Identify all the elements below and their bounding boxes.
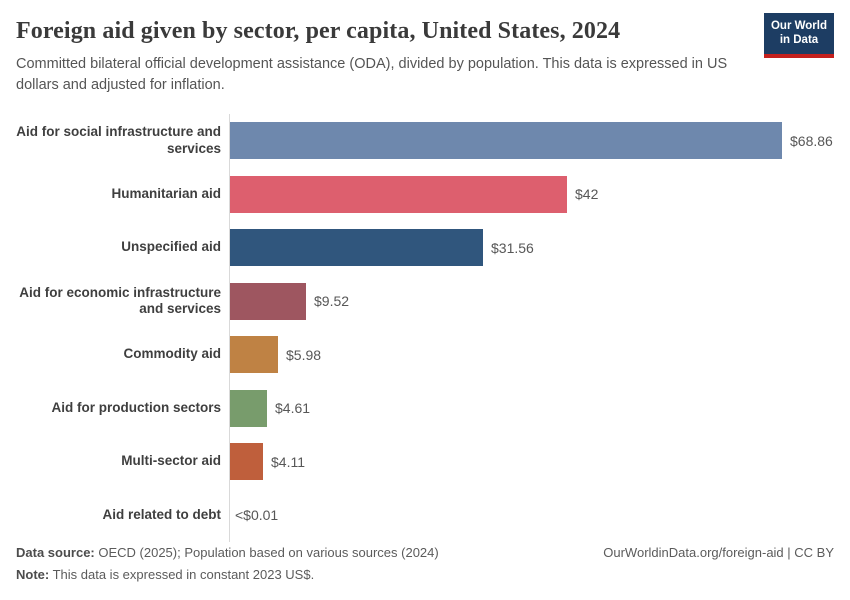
bar-track: $5.98 [229, 328, 834, 382]
data-source-text: OECD (2025); Population based on various… [94, 544, 439, 560]
bar-value-label: $68.86 [790, 132, 833, 149]
bar-value-label: $5.98 [286, 346, 322, 363]
chart-row: Unspecified aid $31.56 [16, 221, 834, 275]
bar-value-label: $31.56 [491, 239, 534, 256]
bar[interactable] [230, 443, 263, 481]
bar-value-label: <$0.01 [235, 507, 279, 524]
category-label: Aid related to debt [102, 506, 221, 522]
category-label: Unspecified aid [121, 239, 221, 255]
category-label: Multi-sector aid [121, 453, 221, 469]
bar[interactable] [230, 389, 267, 427]
bar[interactable] [230, 229, 483, 267]
bar-track: $42 [229, 167, 834, 222]
bar[interactable] [230, 336, 278, 374]
bar-track: $68.86 [229, 114, 834, 168]
bar-value-label: $42 [575, 186, 599, 203]
header: Foreign aid given by sector, per capita,… [16, 13, 834, 95]
bar-track: $31.56 [229, 221, 834, 275]
data-source-line: Data source: OECD (2025); Population bas… [16, 542, 439, 564]
bar-value-label: $9.52 [314, 293, 350, 310]
page-subtitle: Committed bilateral official development… [16, 56, 728, 93]
owid-citation-link[interactable]: OurWorldinData.org/foreign-aid | CC BY [603, 544, 834, 560]
bar[interactable] [230, 122, 782, 160]
bar-value-label: $4.11 [271, 453, 305, 470]
bar-chart: Aid for social infrastructure and servic… [16, 114, 834, 543]
chart-row: Commodity aid $5.98 [16, 328, 834, 382]
category-label: Aid for social infrastructure and servic… [16, 124, 221, 156]
category-label: Commodity aid [123, 346, 221, 362]
category-label: Aid for economic infrastructure and serv… [19, 284, 221, 317]
owid-logo: Our World in Data [764, 13, 834, 58]
category-label: Aid for production sectors [51, 399, 221, 415]
bar[interactable] [230, 175, 567, 213]
note-label: Note: [16, 566, 50, 582]
owid-logo-line2: in Data [779, 33, 819, 46]
bar[interactable] [230, 282, 306, 320]
owid-logo-line1: Our World [770, 20, 827, 32]
note-text: This data is expressed in constant 2023 … [49, 566, 315, 582]
footer-source-note: Data source: OECD (2025); Population bas… [16, 542, 439, 586]
bar-value-label: $4.61 [275, 400, 311, 417]
bar-track: $4.11 [229, 435, 834, 489]
chart-row: Multi-sector aid $4.11 [16, 435, 834, 489]
page-title: Foreign aid given by sector, per capita,… [16, 18, 621, 44]
chart-row: Aid related to debt <$0.01 [16, 488, 834, 543]
footer: Data source: OECD (2025); Population bas… [16, 542, 834, 586]
bar-track: <$0.01 [229, 488, 834, 543]
chart-row: Aid for social infrastructure and servic… [16, 114, 834, 168]
bar-track: $9.52 [229, 274, 834, 329]
chart-row: Aid for economic infrastructure and serv… [16, 274, 834, 329]
chart-row: Humanitarian aid $42 [16, 167, 834, 222]
chart-row: Aid for production sectors $4.61 [16, 381, 834, 436]
bar-track: $4.61 [229, 381, 834, 436]
header-text: Foreign aid given by sector, per capita,… [16, 16, 746, 95]
category-label: Humanitarian aid [111, 185, 221, 201]
data-source-label: Data source: [16, 544, 95, 560]
note-line: Note: This data is expressed in constant… [16, 564, 439, 586]
